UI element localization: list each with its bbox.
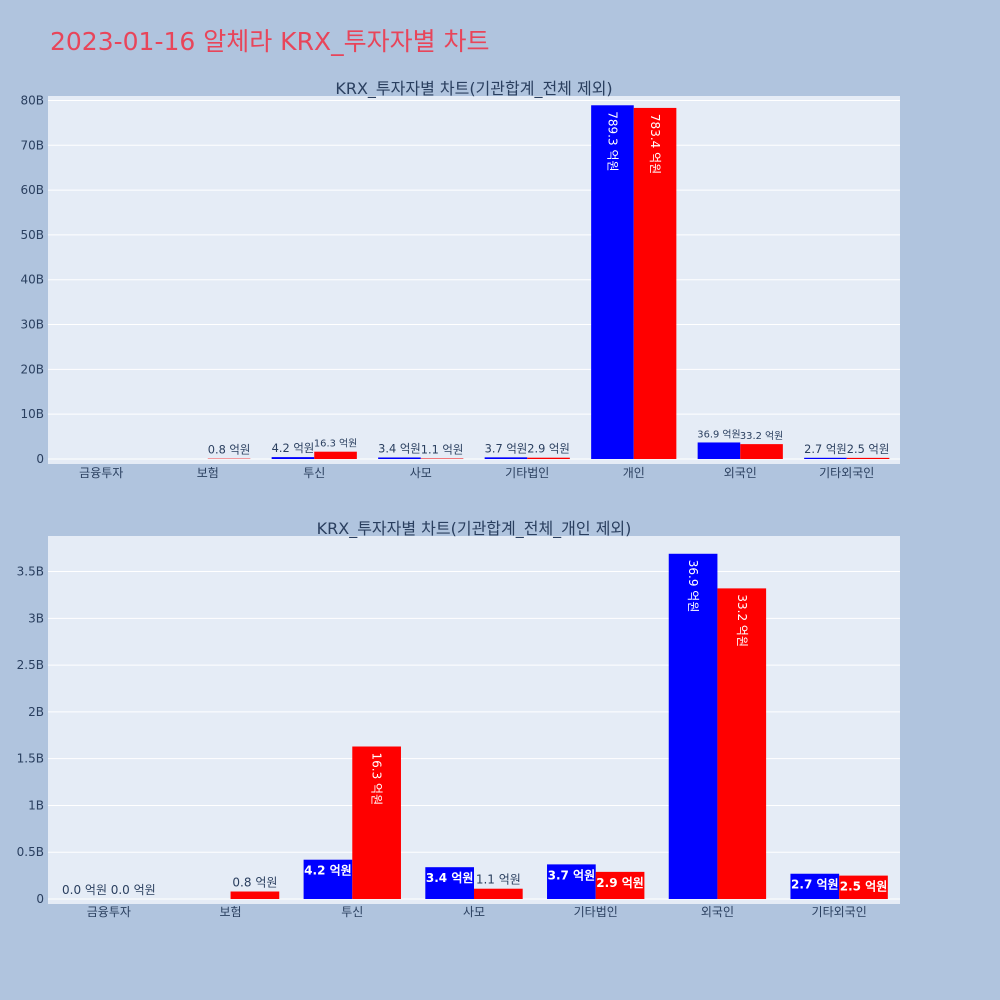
chart1-ytick-label: 80B [20,93,44,107]
chart2-value-label: 2.5 억원 [840,880,888,894]
page-title: 2023-01-16 알체라 KRX_투자자별 차트 [50,27,490,56]
chart1-category-label: 기타법인 [505,466,549,480]
chart2-value-label: 0.8 억원 [232,876,277,890]
chart2-value-label: 2.9 억원 [596,876,644,890]
chart1-category-label: 사모 [410,466,432,480]
chart2-category-label: 투신 [341,905,363,919]
chart2-value-label: 16.3 억원 [370,753,384,806]
chart1-category-label: 기타외국인 [819,466,874,480]
chart2-buy-bar [425,867,474,899]
chart2-sell-bar [474,888,523,899]
chart2-ytick-label: 2B [28,705,44,719]
chart2-ytick-label: 1.5B [17,752,44,766]
chart1-ytick-label: 70B [20,138,44,152]
chart2-category-label: 기타외국인 [812,905,867,919]
chart2-value-label: 1.1 억원 [476,873,521,887]
chart1-category-label: 외국인 [724,466,757,480]
chart2-category-label: 보험 [220,905,242,919]
chart2-category-label: 사모 [463,905,485,919]
chart1-category-label: 개인 [623,466,645,480]
chart2-category-label: 외국인 [701,905,734,919]
chart1-ytick-label: 10B [20,407,44,421]
chart1-sell-bar [314,451,357,459]
chart1-buy-bar [804,457,847,459]
chart2-value-label: 3.7 억원 [548,868,596,882]
chart1-title: KRX_투자자별 차트(기관합계_전체 제외) [335,79,612,99]
chart1-value-label: 2.9 억원 [527,442,570,456]
chart2-sell-bar [839,875,888,899]
chart1-buy-bar [697,442,741,459]
chart2-ytick-label: 2.5B [17,658,44,672]
chart1-sell-bar [527,457,570,459]
chart2-buy-bar [303,859,353,899]
chart1-value-label: 789.3 억원 [605,111,619,171]
chart2-sell-bar [230,891,280,899]
chart2-sell-bar [595,871,645,899]
chart2-value-label: 0.0 억원 [62,883,107,897]
chart2-ytick-label: 3.5B [17,565,44,579]
chart2-value-label: 2.7 억원 [791,878,839,892]
chart2-sell-bar [717,588,767,899]
chart1-ytick-label: 50B [20,228,44,242]
chart2-value-label: 0.0 억원 [111,883,156,897]
chart2-buy-bar [547,864,596,899]
chart1-sell-bar [846,457,890,459]
chart2-category-label: 금융투자 [87,905,131,919]
chart1-value-label: 1.1 억원 [421,443,464,457]
chart2-sell-bar [352,746,401,899]
chart1-buy-bar [378,457,421,459]
chart1-buy-bar [591,105,634,459]
chart1-value-label: 2.5 억원 [847,442,890,456]
chart2-value-label: 36.9 억원 [686,560,700,613]
chart1-value-label: 2.7 억원 [804,442,847,456]
chart1-value-label: 783.4 억원 [648,114,662,174]
chart1-ytick-label: 40B [20,273,44,287]
chart1-value-label: 4.2 억원 [272,441,315,455]
chart1-value-label: 16.3 억원 [314,438,357,450]
chart2-value-label: 4.2 억원 [304,864,352,878]
chart2-value-label: 3.4 억원 [426,871,474,885]
chart2-ytick-label: 0.5B [17,845,44,859]
chart2-ytick-label: 0 [36,892,44,906]
chart1-ytick-label: 60B [20,183,44,197]
chart2-ytick-label: 3B [28,611,44,625]
chart1-ytick-label: 30B [20,318,44,332]
chart1-category-label: 투신 [303,466,325,480]
chart1-value-label: 33.2 억원 [740,430,783,442]
chart1-category-label: 보험 [197,466,219,480]
chart1-sell-bar [633,107,677,459]
chart1-value-label: 36.9 억원 [697,428,740,440]
chart1-value-label: 3.4 억원 [378,441,421,455]
chart2-ytick-label: 1B [28,798,44,812]
chart2-buy-bar [790,873,840,899]
chart1-buy-bar [484,457,528,459]
chart2-title: KRX_투자자별 차트(기관합계_전체_개인 제외) [317,519,632,539]
chart2-plot-area [48,536,900,904]
chart1-value-label: 3.7 억원 [485,441,528,455]
chart1-sell-bar [740,444,783,459]
chart1-ytick-label: 0 [36,452,44,466]
chart1-category-label: 금융투자 [79,466,123,480]
chart1-ytick-label: 20B [20,362,44,376]
chart1-value-label: 0.8 억원 [208,443,251,457]
chart2-value-label: 33.2 억원 [735,594,749,647]
chart2-buy-bar [668,553,718,899]
chart2-category-label: 기타법인 [574,905,618,919]
chart1-buy-bar [271,457,315,459]
